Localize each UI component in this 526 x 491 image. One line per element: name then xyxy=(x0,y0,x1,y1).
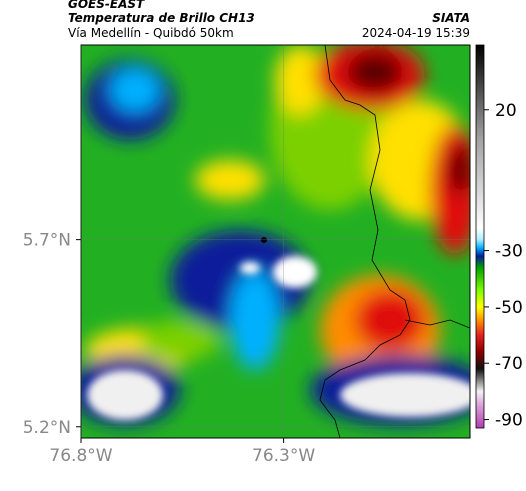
source: SIATA xyxy=(432,11,470,25)
route: Vía Medellín - Quibdó 50km xyxy=(68,26,234,40)
colorbar-label: -70 xyxy=(495,354,523,374)
colorbar-label: -90 xyxy=(495,411,523,431)
colorbar-label: -30 xyxy=(495,242,523,262)
satellite-image xyxy=(81,45,470,438)
lat-label: 5.7°N xyxy=(23,231,71,251)
lon-label: 76.3°W xyxy=(252,446,315,466)
overlay: 5.7°N 5.2°N 76.8°W 76.3°W 20 -30 -50 -70 -90 xyxy=(23,45,523,466)
timestamp: 2024-04-19 15:39 xyxy=(362,26,470,40)
lon-label: 76.8°W xyxy=(49,446,112,466)
lat-label: 5.2°N xyxy=(23,418,71,438)
colorbar-label: 20 xyxy=(495,101,517,121)
title: GOES-EAST xyxy=(68,0,145,11)
subtitle: Temperatura de Brillo CH13 xyxy=(68,11,255,25)
colorbar xyxy=(475,44,485,429)
colorbar-label: -50 xyxy=(495,298,523,318)
